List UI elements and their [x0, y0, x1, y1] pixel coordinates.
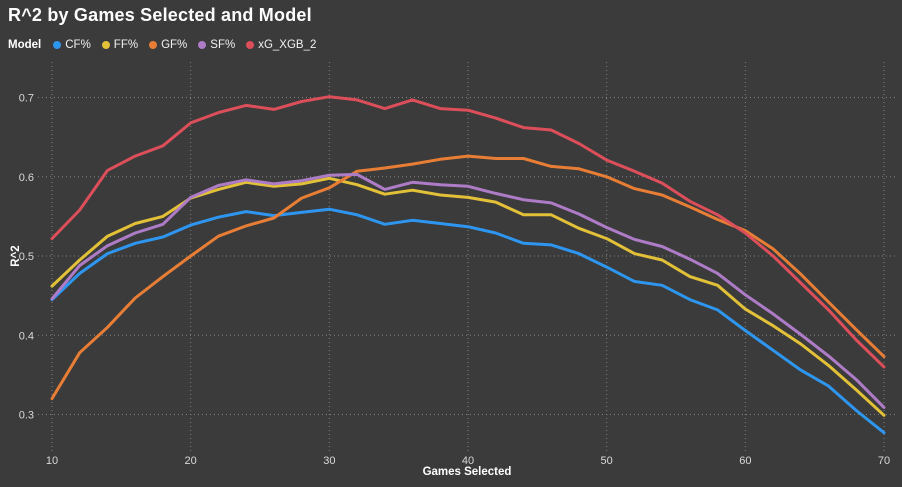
y-tick-label: 0.3 — [19, 410, 34, 422]
chart-title: R^2 by Games Selected and Model — [8, 5, 312, 25]
series-lines — [50, 95, 886, 435]
legend-item-label: xG_XGB_2 — [258, 39, 317, 51]
legend-item-GF%[interactable]: GF% — [149, 39, 187, 51]
legend-item-label: FF% — [113, 39, 139, 51]
y-tick-label: 0.5 — [19, 251, 34, 263]
legend-items: CF% FF% GF% SF% xG_XGB_2 — [53, 39, 316, 51]
legend-item-xG_XGB_2[interactable]: xG_XGB_2 — [246, 39, 316, 51]
legend-item-SF%[interactable]: SF% — [198, 39, 235, 51]
legend-item-CF%[interactable]: CF% — [53, 39, 91, 51]
x-axis-title: Games Selected — [422, 466, 512, 478]
x-tick-label: 20 — [185, 455, 197, 467]
legend: Model CF% FF% GF% SF% xG_XGB_2 — [8, 37, 316, 53]
x-tick-label: 40 — [462, 455, 474, 467]
legend-item-label: GF% — [161, 39, 188, 51]
series-line-SF% — [50, 172, 886, 409]
x-tick-label: 30 — [323, 455, 335, 467]
x-tick-label: 60 — [739, 455, 751, 467]
legend-swatch-icon — [149, 41, 158, 49]
x-tick-label: 70 — [878, 455, 890, 467]
legend-swatch-icon — [246, 41, 255, 49]
legend-item-label: SF% — [210, 39, 236, 51]
legend-swatch-icon — [53, 41, 62, 49]
legend-title: Model — [8, 39, 42, 51]
legend-swatch-icon — [101, 41, 110, 49]
series-line-FF% — [50, 176, 886, 417]
tick-labels: 0.3 0.4 0.5 0.6 0.7 10 20 30 40 50 60 70 — [19, 93, 890, 468]
series-line-GF% — [50, 154, 886, 401]
series-line-CF% — [50, 207, 886, 435]
y-axis-title: R^2 — [10, 245, 22, 267]
legend-item-FF%[interactable]: FF% — [101, 39, 139, 51]
x-tick-label: 50 — [601, 455, 613, 467]
x-tick-label: 10 — [46, 455, 58, 467]
gridlines — [38, 62, 895, 451]
y-tick-label: 0.7 — [19, 93, 34, 105]
y-tick-label: 0.4 — [19, 330, 34, 342]
series-line-xG_XGB_2 — [50, 95, 886, 369]
legend-item-label: CF% — [65, 39, 91, 51]
y-tick-label: 0.6 — [19, 172, 34, 184]
legend-swatch-icon — [198, 41, 207, 49]
